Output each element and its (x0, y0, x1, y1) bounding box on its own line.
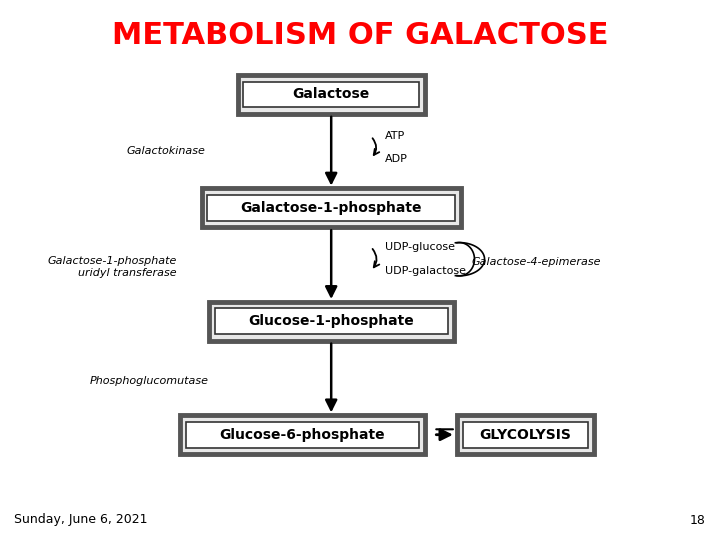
Text: UDP-glucose: UDP-glucose (385, 242, 455, 252)
FancyBboxPatch shape (243, 82, 419, 107)
Text: Phosphoglucomutase: Phosphoglucomutase (90, 376, 209, 386)
Text: Galactokinase: Galactokinase (126, 146, 205, 156)
FancyBboxPatch shape (238, 75, 425, 114)
Text: 18: 18 (690, 514, 706, 526)
Text: METABOLISM OF GALACTOSE: METABOLISM OF GALACTOSE (112, 21, 608, 50)
FancyBboxPatch shape (463, 422, 588, 448)
Text: Sunday, June 6, 2021: Sunday, June 6, 2021 (14, 514, 148, 526)
Text: Galactose-4-epimerase: Galactose-4-epimerase (472, 257, 601, 267)
Text: Galactose-1-phosphate: Galactose-1-phosphate (240, 201, 422, 215)
FancyBboxPatch shape (186, 422, 419, 448)
FancyBboxPatch shape (215, 308, 448, 334)
FancyBboxPatch shape (209, 302, 454, 341)
Text: ATP: ATP (385, 131, 405, 141)
Text: GLYCOLYSIS: GLYCOLYSIS (480, 428, 572, 442)
Text: ADP: ADP (385, 154, 408, 164)
FancyBboxPatch shape (202, 188, 461, 227)
Text: Galactose: Galactose (292, 87, 370, 102)
Text: Glucose-6-phosphate: Glucose-6-phosphate (220, 428, 385, 442)
FancyBboxPatch shape (457, 415, 594, 454)
Text: UDP-galactose: UDP-galactose (385, 266, 467, 276)
FancyBboxPatch shape (180, 415, 425, 454)
FancyBboxPatch shape (207, 195, 455, 221)
Text: Glucose-1-phosphate: Glucose-1-phosphate (248, 314, 414, 328)
Text: Galactose-1-phosphate
uridyl transferase: Galactose-1-phosphate uridyl transferase (47, 256, 176, 278)
